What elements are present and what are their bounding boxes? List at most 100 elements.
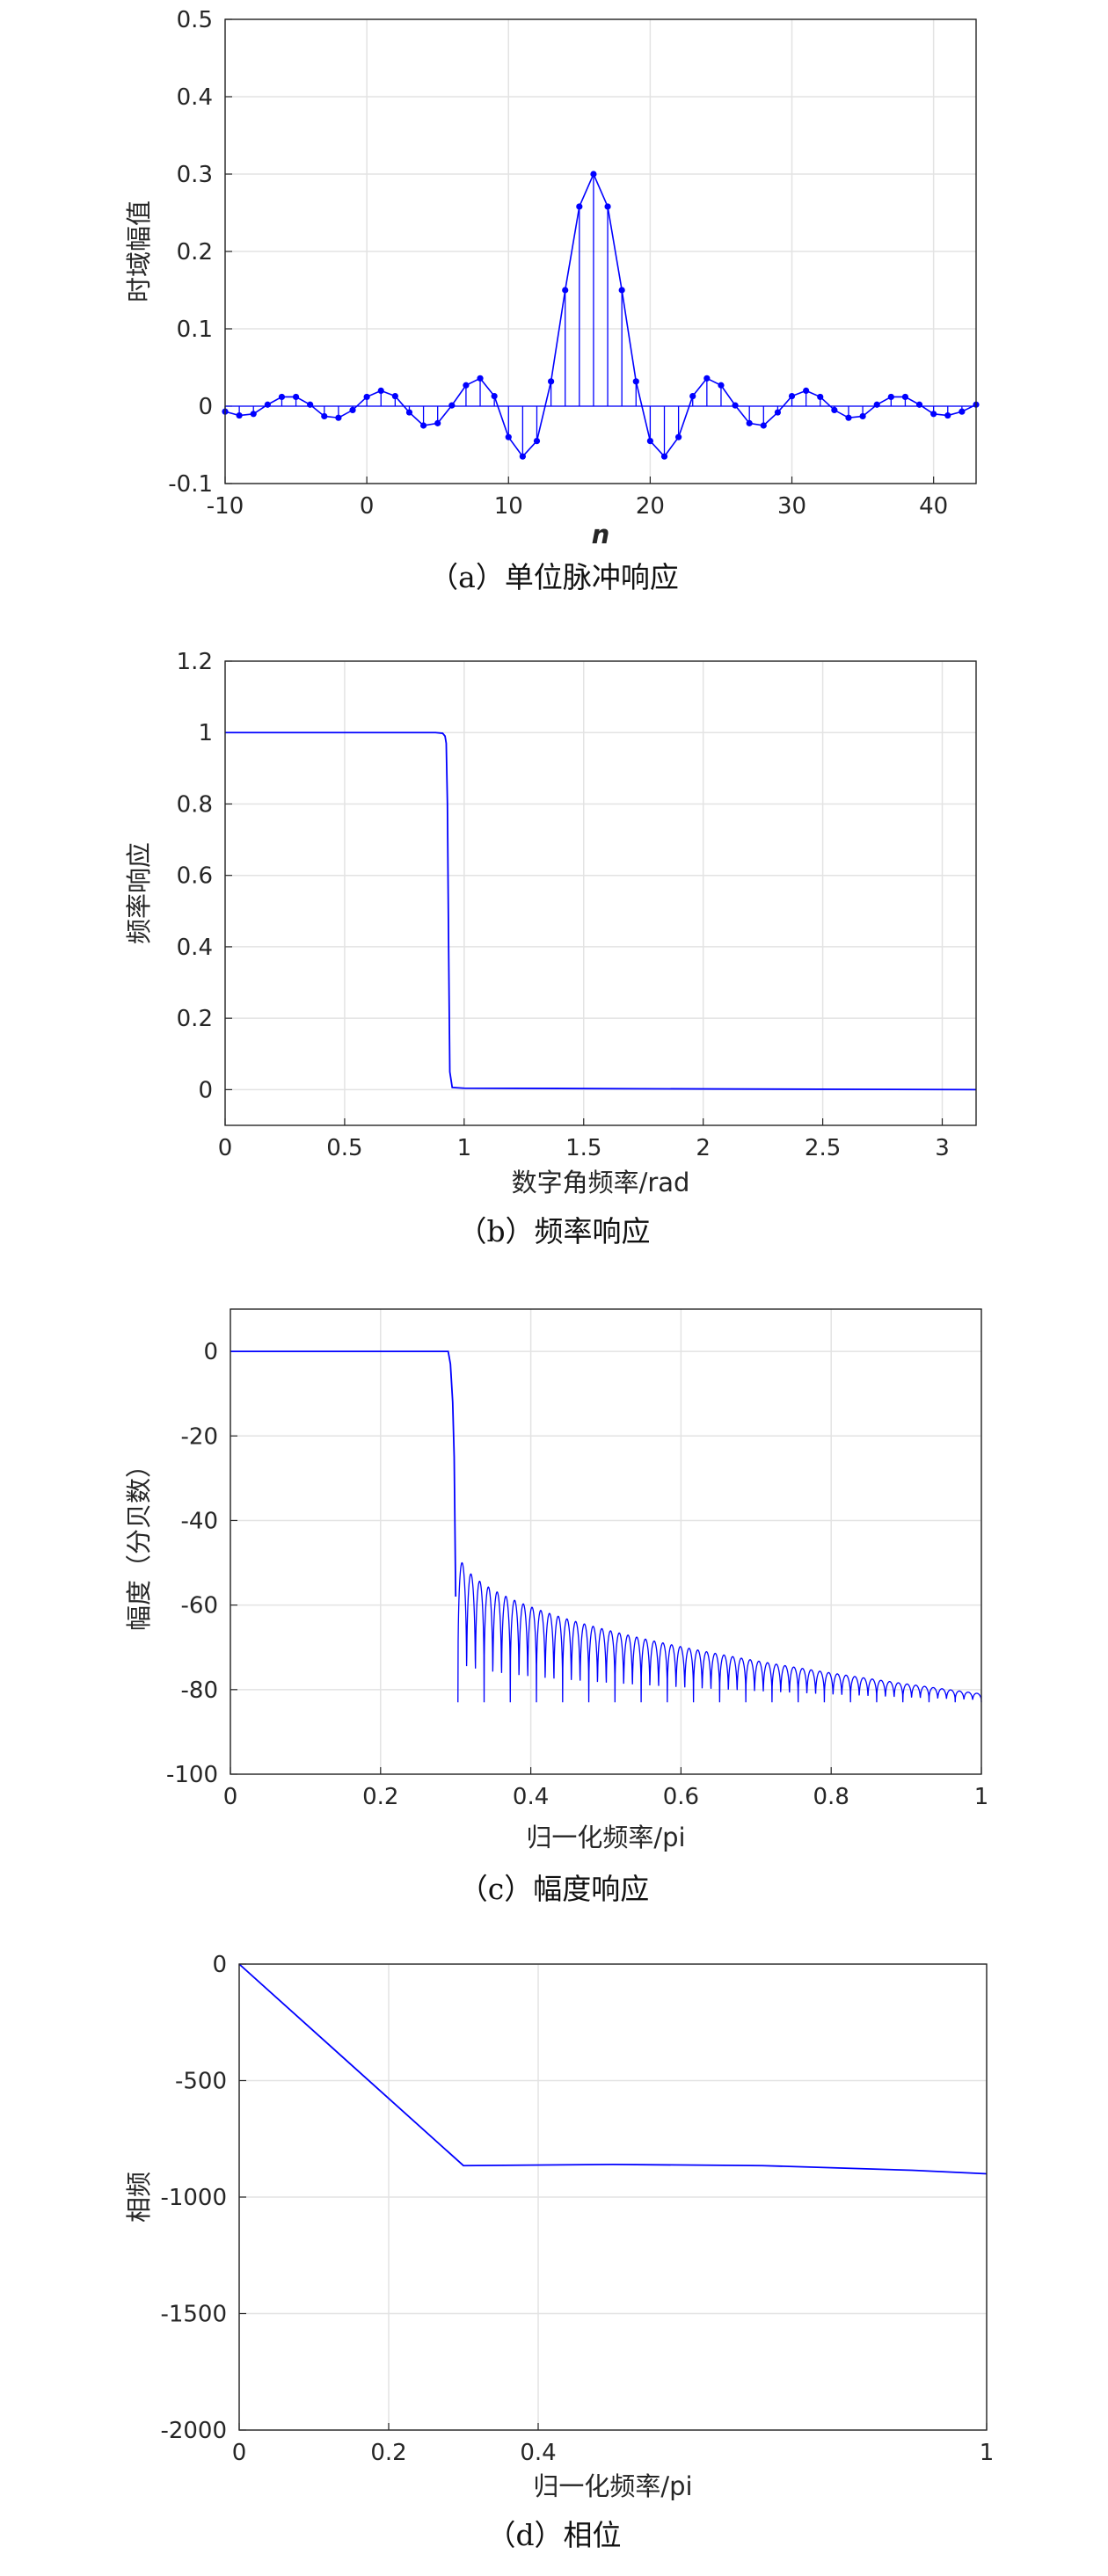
data-point [519, 453, 526, 460]
x-tick-label: 1 [980, 2440, 995, 2466]
data-point [732, 402, 739, 409]
data-point [930, 411, 937, 418]
data-point [335, 414, 342, 421]
data-point [391, 392, 398, 400]
data-point [817, 393, 824, 401]
data-point [321, 412, 328, 420]
chart-panel: 0 0.5 1 1.5 2 2.5 3 0 0.2 0.4 0.6 0.8 1 1.2 数字角频率/rad 频… [124, 649, 977, 1248]
y-tick-label: -20 [181, 1423, 218, 1450]
x-tick-label: 1 [457, 1135, 472, 1161]
data-point [703, 375, 711, 382]
data-point [533, 438, 541, 445]
y-axis-label: 频率响应 [124, 842, 154, 944]
data-point [959, 408, 966, 415]
data-point [576, 203, 583, 210]
data-point [434, 419, 441, 426]
y-tick-label: -1500 [160, 2302, 227, 2328]
y-tick-label: 0.2 [177, 1006, 213, 1032]
x-tick-label: 0 [360, 493, 375, 520]
y-tick-label: -40 [181, 1508, 218, 1534]
y-tick-label: 0.4 [177, 935, 213, 961]
x-tick-label: 40 [919, 493, 948, 520]
x-tick-label: 30 [777, 493, 806, 520]
plot-area [225, 661, 976, 1125]
data-point [590, 171, 597, 178]
y-tick-label: -2000 [160, 2418, 227, 2444]
data-point [831, 406, 838, 413]
x-tick-label: 20 [636, 493, 665, 520]
data-point [632, 378, 639, 385]
data-point [915, 401, 923, 408]
x-tick-label: 2.5 [805, 1135, 841, 1161]
chart-panel: 0 0.2 0.4 0.6 0.8 1 -100 -80 -60 -40 -20 0 归一化频率/pi 幅… [124, 1308, 988, 1906]
axes-box [224, 660, 977, 1126]
figure-caption: （c）幅度响应 [459, 1872, 649, 1906]
y-tick-label: -100 [166, 1762, 218, 1788]
axes-box [238, 1963, 988, 2431]
sidelobe-line [457, 1561, 982, 1703]
y-tick-label: 0.5 [177, 7, 213, 33]
data-point [859, 412, 866, 420]
y-tick-label: -0.1 [168, 471, 213, 498]
data-point [944, 411, 951, 419]
x-axis-label: 归一化频率/pi [526, 1823, 685, 1852]
y-tick-label: 1 [198, 720, 213, 746]
y-tick-label: 1.2 [177, 649, 213, 675]
data-point [548, 378, 555, 385]
plot-area [230, 1309, 981, 1774]
data-point [788, 392, 796, 400]
data-point [292, 393, 300, 401]
data-point [448, 402, 456, 409]
data-point [887, 393, 894, 401]
x-tick-label: 0.8 [813, 1784, 849, 1810]
data-point [278, 393, 286, 401]
series-line [238, 1963, 988, 2175]
figure-caption: （a）单位脉冲响应 [429, 560, 679, 594]
y-axis-label: 幅度（分贝数） [124, 1452, 154, 1631]
y-tick-label: 0.2 [177, 239, 213, 266]
y-tick-label: -80 [181, 1677, 218, 1704]
y-axis-label: 相频 [124, 2172, 154, 2223]
data-point [845, 414, 852, 421]
series-line [225, 731, 977, 1091]
y-tick-label: 0.6 [177, 863, 213, 890]
x-axis-label: n [592, 520, 610, 549]
data-point [307, 401, 314, 408]
data-point [419, 422, 427, 429]
data-point [803, 387, 810, 394]
data-point [264, 401, 271, 408]
data-point [618, 287, 625, 294]
axes-box [230, 1308, 982, 1775]
x-tick-label: 0.2 [362, 1784, 398, 1810]
data-point [505, 433, 512, 440]
data-point [873, 401, 880, 408]
y-tick-label: 0 [198, 1077, 213, 1103]
x-tick-label: 0.5 [326, 1135, 362, 1161]
data-point [774, 409, 782, 416]
x-tick-label: 10 [494, 493, 523, 520]
x-tick-label: 0.6 [663, 1784, 699, 1810]
y-tick-label: 0.8 [177, 791, 213, 818]
y-tick-label: -1000 [160, 2185, 227, 2211]
data-point [718, 382, 725, 389]
data-point [901, 393, 909, 401]
data-point [562, 287, 569, 294]
axes-box [224, 18, 977, 484]
data-point [463, 382, 470, 389]
data-point [477, 375, 484, 382]
figure-caption: （b）频率响应 [457, 1214, 650, 1248]
data-point [377, 387, 384, 394]
x-tick-label: 3 [935, 1135, 950, 1161]
y-tick-label: 0 [212, 1952, 227, 1978]
x-axis-label: 数字角频率/rad [512, 1168, 690, 1197]
x-tick-label: 0.4 [520, 2440, 556, 2466]
data-point [491, 392, 498, 400]
data-point [236, 411, 243, 419]
y-tick-label: -500 [175, 2069, 227, 2095]
x-tick-label: 2 [696, 1135, 711, 1161]
chart-panel: 0 0.2 0.4 1 -2000 -1500 -1000 -500 0 归一化频率/pi 相频 （d… [124, 1952, 994, 2552]
data-point [675, 433, 682, 440]
y-tick-label: -60 [181, 1593, 218, 1619]
data-point [405, 409, 413, 416]
